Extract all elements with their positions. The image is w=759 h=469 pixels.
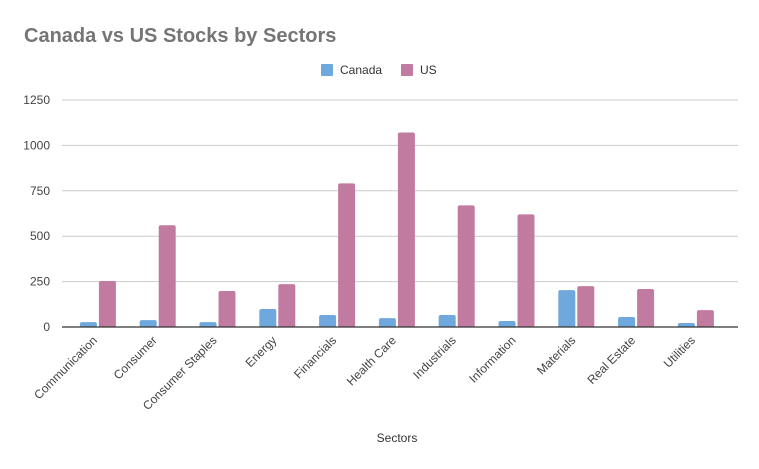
x-tick-label: Information — [466, 333, 518, 385]
bar-canada-energy — [259, 309, 277, 327]
legend-swatch-us — [401, 64, 413, 76]
bar-us-utilities — [696, 310, 714, 327]
y-tick-label: 1000 — [23, 138, 50, 152]
y-tick-label: 500 — [30, 229, 50, 243]
bar-canada-consumer — [139, 320, 157, 327]
bar-us-energy — [278, 284, 296, 327]
bar-us-health-care — [397, 132, 415, 327]
x-tick-label: Energy — [243, 333, 280, 370]
x-tick-label: Communication — [31, 333, 100, 402]
legend-label-canada: Canada — [340, 63, 382, 77]
bar-us-materials — [577, 286, 595, 327]
legend: Canada US — [321, 63, 437, 77]
x-tick-label: Financials — [291, 333, 339, 381]
bar-canada-materials — [558, 290, 576, 327]
legend-label-us: US — [420, 63, 437, 77]
bar-us-financials — [338, 183, 356, 327]
x-axis-label: Sectors — [377, 431, 418, 445]
bar-canada-communication — [79, 322, 97, 327]
bar-us-communication — [98, 281, 116, 327]
x-tick-label: Utilities — [661, 333, 698, 370]
x-tick-label: Industrials — [410, 333, 459, 382]
bar-us-real-estate — [637, 289, 655, 327]
y-tick-label: 0 — [43, 320, 50, 334]
bar-us-consumer — [158, 225, 176, 327]
y-tick-label: 1250 — [23, 93, 50, 107]
x-tick-label: Materials — [534, 333, 578, 377]
x-tick-label: Consumer — [111, 333, 160, 382]
y-axis-ticks: 0 250 500 750 1000 1250 — [23, 93, 50, 334]
bar-canada-financials — [319, 315, 337, 327]
bar-canada-information — [498, 321, 516, 327]
chart-title: Canada vs US Stocks by Sectors — [24, 25, 336, 47]
bar-canada-consumer-staples — [199, 322, 217, 327]
bar-canada-health-care — [378, 318, 396, 327]
bar-canada-real-estate — [618, 317, 636, 327]
x-tick-label: Real Estate — [584, 333, 638, 387]
bar-us-industrials — [457, 205, 475, 327]
x-tick-label: Health Care — [344, 333, 399, 388]
bar-canada-industrials — [438, 315, 456, 327]
bar-us-consumer-staples — [218, 291, 236, 327]
y-tick-label: 750 — [30, 184, 50, 198]
bar-us-information — [517, 214, 535, 327]
bar-canada-utilities — [677, 323, 695, 327]
legend-swatch-canada — [321, 64, 333, 76]
bars — [79, 132, 714, 327]
y-tick-label: 250 — [30, 275, 50, 289]
